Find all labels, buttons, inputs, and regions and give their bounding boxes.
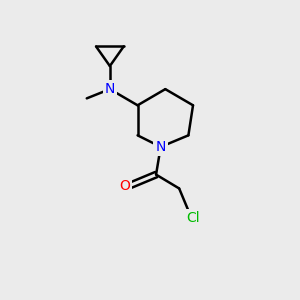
Text: O: O xyxy=(119,179,130,193)
Text: N: N xyxy=(105,82,115,96)
Text: N: N xyxy=(155,140,166,154)
Text: Cl: Cl xyxy=(186,212,200,226)
